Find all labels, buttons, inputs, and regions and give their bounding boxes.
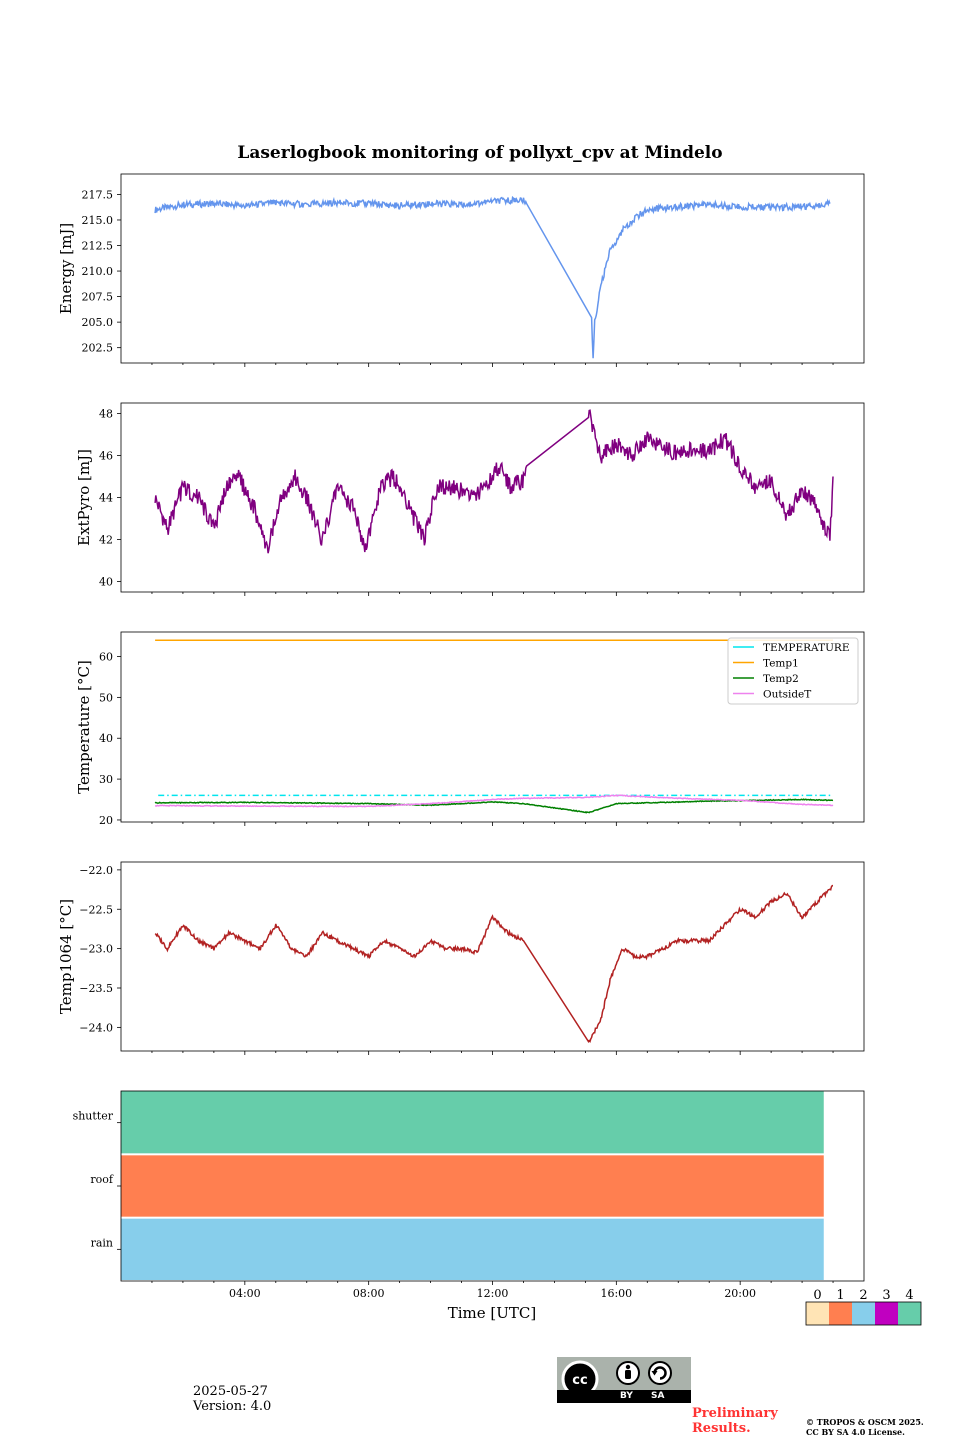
series-line [154,195,831,359]
legend-label: TEMPERATURE [763,642,850,654]
y-tick-label: 207.5 [82,291,114,304]
colorbar-label: 3 [882,1288,890,1303]
footer-date: 2025-05-27 [193,1384,268,1399]
y-tick-label: −24.0 [79,1021,113,1034]
y-tick-label: 40 [99,576,113,589]
axes-frame [120,402,865,593]
y-tick-label: −22.0 [79,864,113,877]
axes-frame [120,1090,865,1282]
y-tick-label: 40 [99,732,113,745]
colorbar-label: 1 [836,1288,844,1303]
series-line [154,884,833,1043]
row-label: shutter [73,1110,114,1123]
axes-frame [120,631,865,823]
y-tick-label: 50 [99,691,113,704]
figure-title: Laserlogbook monitoring of pollyxt_cpv a… [237,143,722,163]
x-tick-label: 08:00 [353,1287,385,1300]
y-tick-label: −23.5 [79,982,113,995]
cc-logo-icon [561,1360,599,1390]
copyright-note: © TROPOS & OSCM 2025. CC BY SA 4.0 Licen… [806,1417,924,1437]
legend-label: Temp1 [763,658,799,670]
panel-2: 40 42 44 46 48 ExtPyro [mJ] [75,402,865,596]
axes-frame [120,861,865,1052]
colorbar-frame [805,1301,922,1326]
y-tick-label: 30 [99,773,113,786]
cc-logo-text: cc [572,1373,587,1388]
colorbar-cell [875,1302,898,1325]
preliminary-line-1: Preliminary [692,1406,778,1421]
share-alike-icon [648,1361,672,1385]
y-tick-label: 48 [99,408,113,421]
x-tick-label: 20:00 [724,1287,756,1300]
y-tick-label: 202.5 [82,342,114,355]
status-row-shutter [121,1091,824,1154]
y-tick-label: 46 [99,450,113,463]
x-tick-label: 04:00 [229,1287,261,1300]
x-tick-label: 12:00 [477,1287,509,1300]
copyright-line-1: © TROPOS & OSCM 2025. [806,1417,924,1427]
colorbar-cell [898,1302,921,1325]
y-tick-label: 217.5 [82,188,114,201]
copyright-line-2: CC BY SA 4.0 License. [806,1427,905,1437]
colorbar-label: 2 [859,1288,867,1303]
legend-box [727,637,859,705]
x-axis-label: Time [UTC] [448,1304,537,1322]
y-tick-label: −22.5 [79,903,113,916]
preliminary-line-2: Results. [692,1421,751,1436]
preliminary-note: Preliminary Results. [692,1406,778,1436]
y-tick-label: 215.0 [82,214,114,227]
y-tick-label: 210.0 [82,265,114,278]
y-axis-label: Temp1064 [°C] [57,899,75,1014]
panel-5: shutter roof rain 04:00 08:00 12:00 16:00 20:00 [73,1090,865,1300]
series-line-outsidet [154,794,834,808]
colorbar-cell [829,1302,852,1325]
legend: TEMPERATURE Temp1 Temp2 OutsideT [727,637,859,705]
status-row-rain [121,1218,824,1280]
y-tick-label: 20 [99,814,113,827]
colorbar-cell [852,1302,875,1325]
series-line [154,409,834,554]
footer-version: Version: 4.0 [193,1399,272,1414]
y-axis-label: Energy [mJ] [57,223,75,314]
y-tick-label: 205.0 [82,316,114,329]
y-tick-label: −23.0 [79,943,113,956]
license-sa: SA [651,1391,665,1401]
license-band: BY SA [557,1390,691,1403]
y-axis-label: Temperature [°C] [75,660,93,794]
series-line-temp2 [154,798,834,814]
legend-label: OutsideT [763,689,811,701]
license-badge: cc BY SA [557,1357,691,1403]
legend-label: Temp2 [763,673,799,685]
row-label: rain [91,1236,113,1249]
license-by: BY [620,1391,633,1401]
y-tick-label: 42 [99,534,113,547]
footer-date-block: 2025-05-27 Version: 4.0 [193,1384,271,1414]
y-tick-label: 44 [99,492,113,505]
y-tick-label: 60 [99,651,113,664]
y-axis-label: ExtPyro [mJ] [75,449,93,546]
colorbar-label: 4 [905,1288,913,1303]
panel-1: 202.5 205.0 207.5 210.0 212.5 215.0 217.5 Energ… [57,173,865,367]
y-tick-label: 212.5 [82,240,114,253]
colorbar-label: 0 [813,1288,821,1303]
row-label: roof [90,1173,114,1186]
panel-3: 20 30 40 50 60 Temperature [°C] TEMPERATURE Tem… [75,631,865,827]
colorbar-cell [806,1302,829,1325]
panel-4: −24.0 −23.5 −23.0 −22.5 −22.0 Temp1064 [°C] [57,861,865,1055]
axes-frame [120,173,865,364]
status-row-roof [121,1155,824,1217]
x-tick-label: 16:00 [600,1287,632,1300]
license-icons: cc [561,1360,672,1390]
